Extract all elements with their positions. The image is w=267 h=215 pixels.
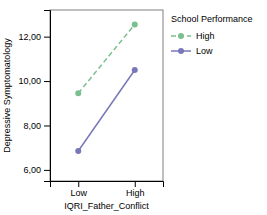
series-marker — [75, 90, 81, 96]
x-tick-label: Low — [70, 188, 87, 198]
chart: Low High 6,00 8,00 10,00 12,00 IQRI_Father_Con… — [0, 0, 267, 215]
legend: School Performance High Low — [171, 14, 253, 56]
legend-marker — [178, 33, 184, 39]
y-tick: 6,00 — [23, 165, 50, 175]
series-line — [78, 70, 135, 151]
series-markers — [75, 21, 138, 96]
x-tick: Low — [70, 181, 87, 198]
x-tick-label: High — [126, 188, 145, 198]
x-axis: Low High — [51, 181, 164, 198]
y-tick-mark — [44, 125, 50, 126]
y-tick-label: 12,00 — [18, 32, 41, 42]
legend-item: Low — [171, 46, 213, 56]
legend-item: High — [171, 31, 215, 41]
x-tick-mark — [135, 181, 136, 187]
x-axis-line — [51, 182, 164, 188]
legend-label: High — [196, 31, 215, 41]
y-axis-title: Depressive Symptomatology — [2, 38, 12, 153]
x-tick-mark — [78, 181, 79, 187]
y-tick: 10,00 — [18, 76, 50, 86]
y-tick-label: 6,00 — [23, 165, 41, 175]
y-tick: 12,00 — [18, 32, 50, 42]
series-markers — [75, 67, 138, 154]
y-tick-label: 8,00 — [23, 121, 41, 131]
y-axis-line — [44, 11, 51, 182]
marks — [75, 21, 138, 154]
series-marker — [132, 21, 138, 27]
y-tick-mark — [44, 170, 50, 171]
y-tick-mark — [44, 37, 50, 38]
x-axis-title: IQRI_Father_Conflict — [64, 201, 149, 211]
series-marker — [75, 148, 81, 154]
y-axis: 6,00 8,00 10,00 12,00 — [18, 11, 50, 182]
plot-area: Low High 6,00 8,00 10,00 12,00 IQRI_Father_Con… — [2, 10, 164, 211]
y-tick: 8,00 — [23, 121, 50, 131]
x-tick: High — [126, 181, 145, 198]
legend-marker — [178, 48, 184, 54]
legend-title: School Performance — [171, 14, 253, 24]
y-tick-label: 10,00 — [18, 76, 41, 86]
legend-label: Low — [196, 46, 213, 56]
y-tick-mark — [44, 81, 50, 82]
series-marker — [132, 67, 138, 73]
plot-frame — [50, 10, 163, 181]
